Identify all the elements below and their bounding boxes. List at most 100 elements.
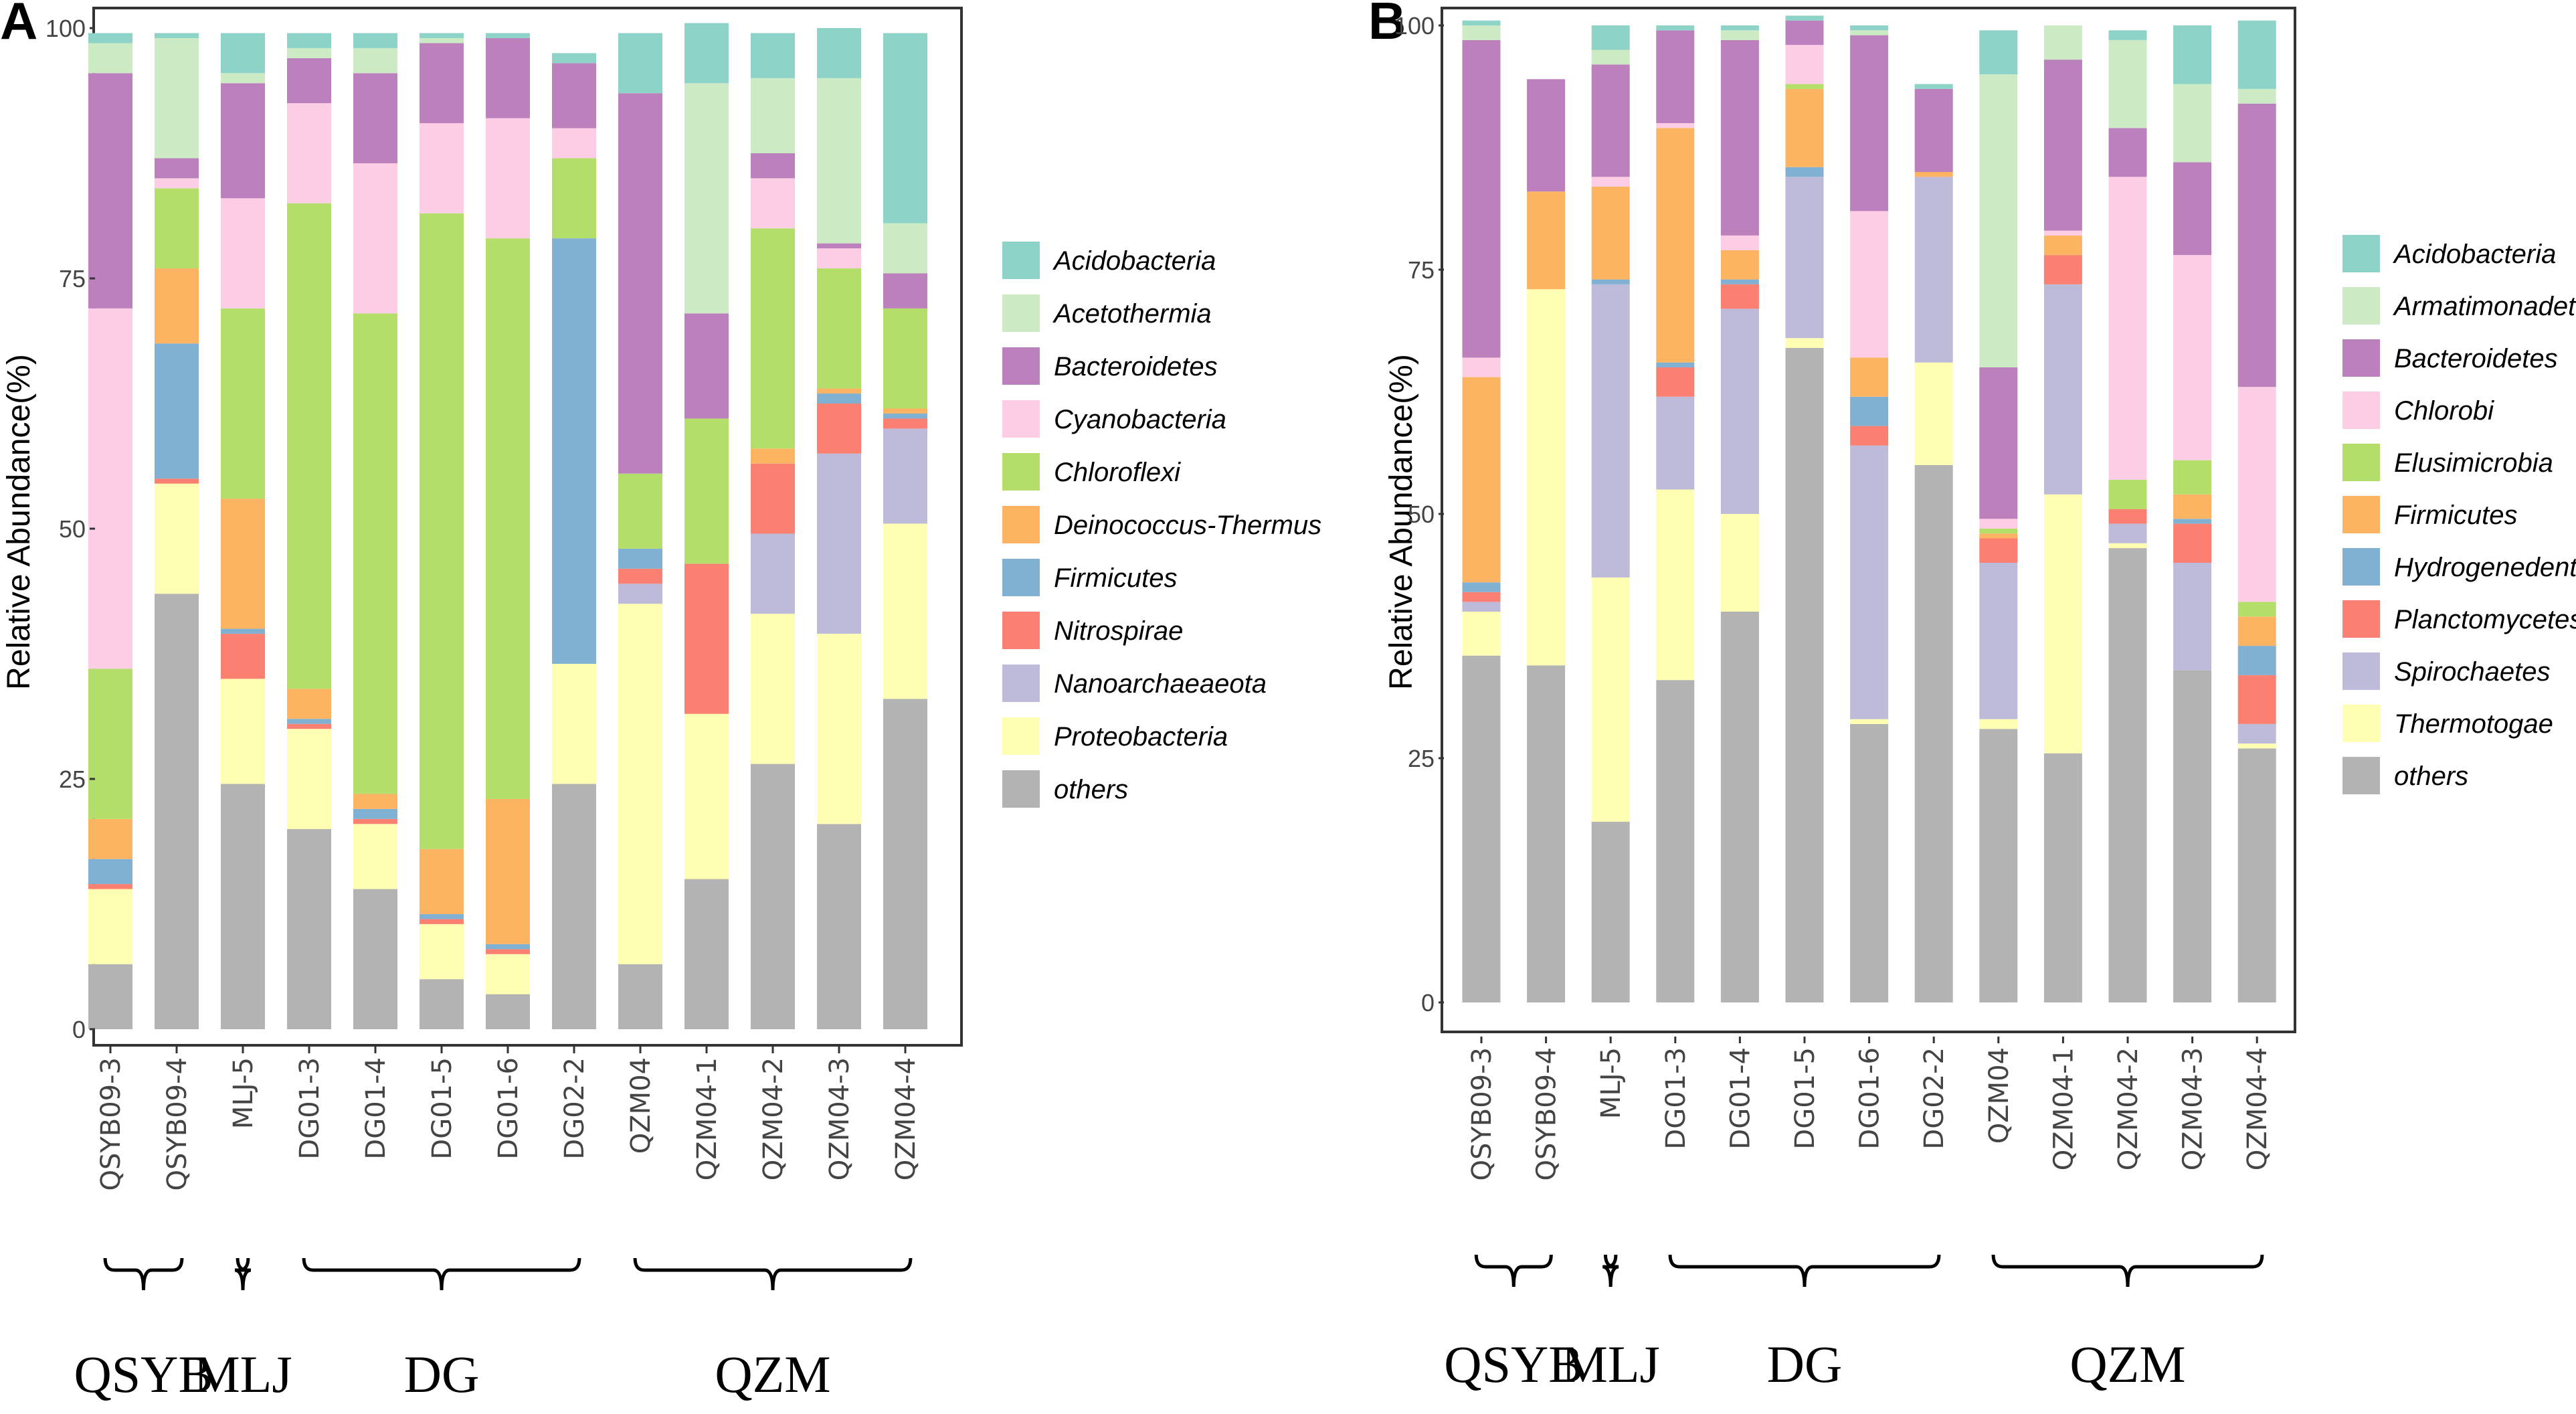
bar-segment-a-dg01-6-bacteroidetes	[486, 37, 530, 118]
legend-swatch-a-acetothermia	[1001, 293, 1041, 333]
group-bracket-b-mlj	[1602, 1254, 1619, 1288]
bar-segment-a-mlj-5-others	[221, 784, 265, 1029]
legend-swatch-b-elusimicrobia	[2341, 442, 2381, 482]
bar-segment-b-qzm04-1-chlorobi	[2043, 230, 2082, 236]
legend-label-b-planctomycetes: Planctomycetes	[2394, 605, 2576, 634]
bar-segment-b-dg02-2-acidobacteria	[1914, 84, 1953, 89]
legend-label-a-others: others	[1054, 775, 1128, 804]
bar-segment-a-dg01-3-proteobacteria	[287, 729, 331, 829]
bar-segment-a-dg01-3-chloroflexi	[287, 203, 331, 689]
x-tick-label-b-dg01-3: DG01-3	[1661, 1047, 1691, 1150]
group-bracket-b-dg	[1668, 1254, 1941, 1288]
bar-segment-b-qsyb09-3-acidobacteria	[1462, 20, 1501, 25]
bar-segment-b-qzm04-3-bacteroidetes	[2173, 162, 2212, 256]
bar-segment-b-mlj-5-firmicutes	[1591, 186, 1630, 280]
bars-b	[1462, 15, 2276, 1002]
bar-segment-a-qsyb09-3-deinococcus-thermus	[88, 818, 132, 859]
bar-segment-a-dg01-3-nitrospirae	[287, 723, 331, 729]
bar-segment-b-qzm04-3-armatimonadetes	[2173, 84, 2212, 163]
bar-segment-a-dg01-6-others	[486, 994, 530, 1029]
legend-swatch-b-thermotogae	[2341, 703, 2381, 743]
bar-segment-a-qsyb09-3-firmicutes	[88, 859, 132, 885]
bar-segment-a-mlj-5-bacteroidetes	[221, 83, 265, 199]
bar-segment-a-qzm04-2-chloroflexi	[751, 228, 795, 449]
legend-label-a-nanoarchaeaeota: Nanoarchaeaeota	[1054, 669, 1267, 699]
bar-segment-a-qzm04-4-proteobacteria	[883, 523, 927, 699]
x-tick-label-b-qzm04-3: QZM04-3	[2178, 1047, 2209, 1170]
bar-segment-b-qsyb09-3-hydrogenedentes	[1462, 582, 1501, 592]
bar-segment-b-qsyb09-3-spirochaetes	[1462, 602, 1501, 612]
legend-label-b-armatimonadetes: Armatimonadetes	[2393, 292, 2576, 321]
bar-segment-a-qzm04-chloroflexi	[618, 473, 662, 549]
legend-label-a-firmicutes: Firmicutes	[1054, 563, 1177, 593]
bar-segment-b-dg01-4-hydrogenedentes	[1720, 279, 1759, 284]
bar-segment-a-qzm04-1-bacteroidetes	[684, 313, 729, 419]
x-tick-label-a-qsyb09-3: QSYB09-3	[96, 1057, 126, 1191]
x-tick-label-b-qsyb09-4: QSYB09-4	[1532, 1047, 1562, 1181]
bar-segment-b-dg01-4-armatimonadetes	[1720, 30, 1759, 40]
legend-swatch-b-chlorobi	[2341, 390, 2381, 430]
bar-segment-a-dg01-6-cyanobacteria	[486, 118, 530, 239]
bar-segment-b-qzm04-1-bacteroidetes	[2043, 60, 2082, 231]
bar-segment-b-qsyb09-3-thermotogae	[1462, 612, 1501, 656]
bar-segment-b-dg01-6-armatimonadetes	[1850, 30, 1889, 35]
bar-segment-b-qzm04-2-planctomycetes	[2108, 509, 2147, 524]
bar-segment-a-dg01-4-proteobacteria	[353, 824, 397, 889]
y-axis-label-a: Relative Abundance(%)	[1, 354, 37, 690]
bar-segment-b-dg01-5-others	[1785, 347, 1824, 1002]
bar-segment-b-qzm04-1-planctomycetes	[2043, 255, 2082, 284]
bar-segment-b-qzm04-4-others	[2237, 748, 2276, 1002]
y-tick-label-b-75: 75	[1408, 256, 1435, 284]
legend-swatch-a-others	[1001, 769, 1041, 809]
bar-segment-a-mlj-5-acetothermia	[221, 73, 265, 84]
bar-segment-a-qsyb09-4-proteobacteria	[155, 483, 199, 594]
bar-segment-b-qsyb09-4-thermotogae	[1527, 289, 1566, 666]
bar-segment-a-qzm04-others	[618, 964, 662, 1029]
bar-segment-a-dg01-4-cyanobacteria	[353, 163, 397, 314]
bar-segment-a-qzm04-2-acetothermia	[751, 78, 795, 153]
bar-segment-a-qsyb09-3-proteobacteria	[88, 889, 132, 964]
group-bracket-a-mlj	[234, 1257, 252, 1291]
bar-segment-a-dg01-5-chloroflexi	[420, 213, 464, 849]
bar-segment-b-qzm04-2-armatimonadetes	[2108, 39, 2147, 128]
bar-segment-a-dg02-2-cyanobacteria	[552, 128, 596, 159]
bar-segment-b-dg01-6-acidobacteria	[1850, 25, 1889, 31]
bar-segment-a-qzm04-2-deinococcus-thermus	[751, 448, 795, 464]
group-label-a-qzm: QZM	[715, 1345, 830, 1403]
bar-segment-b-dg01-6-thermotogae	[1850, 719, 1889, 724]
bar-segment-a-qsyb09-4-nitrospirae	[155, 478, 199, 484]
bar-segment-a-qsyb09-4-acetothermia	[155, 37, 199, 159]
bar-segment-a-qzm04-firmicutes	[618, 548, 662, 569]
legend-swatch-a-cyanobacteria	[1001, 399, 1041, 439]
bar-segment-b-qsyb09-3-armatimonadetes	[1462, 25, 1501, 40]
bar-segment-a-qzm04-4-nanoarchaeaeota	[883, 428, 927, 524]
bar-segment-b-qzm04-1-firmicutes	[2043, 235, 2082, 256]
bar-segment-b-dg01-4-others	[1720, 612, 1759, 1002]
legend-swatch-b-planctomycetes	[2341, 599, 2381, 639]
bar-segment-a-qzm04-4-acidobacteria	[883, 33, 927, 224]
bar-segment-b-dg02-2-thermotogae	[1914, 362, 1953, 465]
bar-segment-a-qzm04-4-nitrospirae	[883, 418, 927, 429]
bar-segment-a-qsyb09-3-others	[88, 964, 132, 1029]
bar-segment-b-dg01-4-bacteroidetes	[1720, 39, 1759, 236]
bar-segment-b-dg01-5-bacteroidetes	[1785, 20, 1824, 46]
x-tick-label-a-dg01-6: DG01-6	[493, 1057, 524, 1160]
x-ticks-b: QSYB09-3 QSYB09-4 MLJ-5 DG01-3 DG01-4 DG01-5 D…	[1467, 1037, 2273, 1181]
legend-swatch-b-firmicutes	[2341, 495, 2381, 535]
legend-swatch-a-chloroflexi	[1001, 452, 1041, 492]
bar-segment-a-dg01-4-nitrospirae	[353, 818, 397, 824]
x-tick-label-a-dg01-3: DG01-3	[294, 1057, 325, 1160]
legend-label-a-deinococcus-thermus: Deinococcus-Thermus	[1054, 511, 1321, 540]
x-tick-label-a-qzm04: QZM04	[626, 1057, 656, 1154]
bar-segment-b-qsyb09-3-bacteroidetes	[1462, 39, 1501, 358]
bar-segment-b-dg01-4-acidobacteria	[1720, 25, 1759, 31]
legend-swatch-a-acidobacteria	[1001, 240, 1041, 280]
bar-segment-a-qzm04-2-nitrospirae	[751, 463, 795, 534]
bar-segment-b-dg01-3-others	[1656, 680, 1695, 1002]
bar-segment-b-dg01-6-hydrogenedentes	[1850, 396, 1889, 426]
bar-segment-b-qzm04-3-planctomycetes	[2173, 523, 2212, 563]
bar-segment-a-qzm04-1-acetothermia	[684, 83, 729, 314]
